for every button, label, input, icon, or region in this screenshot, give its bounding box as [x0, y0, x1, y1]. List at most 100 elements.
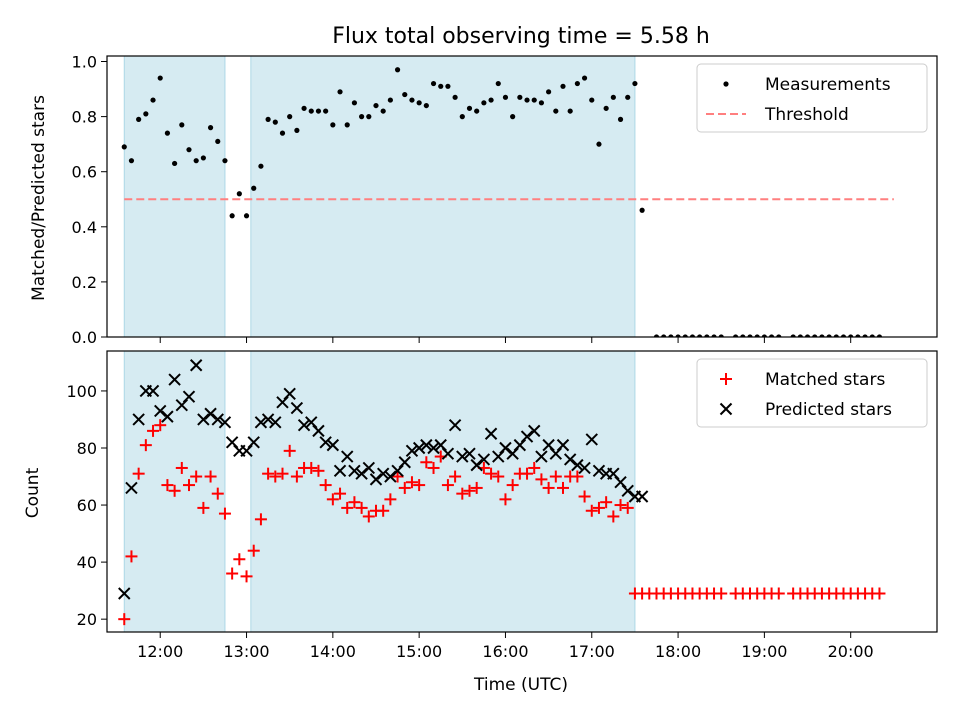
matched-point [139, 439, 152, 452]
measurement-point [474, 108, 480, 114]
matched-point [312, 464, 325, 477]
matched-point [218, 507, 231, 520]
predicted-point [254, 416, 268, 429]
predicted-point [355, 467, 368, 480]
measurement-point [193, 158, 199, 164]
predicted-point [585, 433, 598, 446]
matched-point [506, 479, 519, 492]
measurement-point [150, 97, 156, 103]
bottom-axes-frame [106, 350, 938, 633]
bottom-y-tick-label: 100 [66, 382, 97, 401]
measurement-point [186, 147, 192, 153]
bottom-legend: Matched stars Predicted stars [696, 358, 928, 428]
matched-point [528, 461, 541, 474]
matched-point [398, 481, 411, 494]
measurement-point [330, 122, 336, 128]
measurement-point [833, 334, 839, 337]
predicted-point [369, 473, 383, 486]
matched-point [175, 461, 188, 474]
measurement-point [617, 116, 624, 122]
predicted-point [261, 413, 275, 426]
matched-point [578, 490, 591, 503]
matched-point [585, 504, 598, 517]
legend-marker-predicted [719, 402, 733, 416]
matched-point [254, 513, 267, 526]
bottom-y-tick-label: 60 [77, 496, 97, 515]
measurement-point [538, 100, 545, 106]
matched-point [125, 550, 138, 563]
matched-point [132, 467, 145, 480]
top-y-tick-label: 0.4 [72, 218, 97, 237]
matched-point [147, 424, 160, 437]
matched-point [441, 479, 454, 492]
measurement-point [222, 158, 228, 164]
legend-label: Predicted stars [765, 400, 892, 420]
predicted-point [420, 438, 433, 452]
x-tick-label: 16:00 [482, 642, 528, 661]
measurement-point [675, 334, 681, 337]
measurement-point [661, 334, 667, 337]
matched-point [240, 570, 253, 583]
measurement-point [164, 130, 171, 136]
measurement-point [589, 97, 595, 103]
measurement-point [229, 213, 235, 219]
top-axes-frame [106, 55, 938, 338]
predicted-point [182, 390, 196, 403]
measurement-point [287, 114, 293, 120]
measurement-point [294, 127, 300, 133]
matched-point [456, 487, 469, 500]
matched-point [154, 419, 167, 432]
matched-point [355, 501, 368, 514]
measurement-point [531, 97, 537, 103]
measurement-point [862, 334, 868, 337]
matched-point [521, 467, 534, 480]
measurement-point [610, 94, 616, 100]
measurement-point [430, 80, 437, 87]
measurement-point [236, 191, 242, 197]
predicted-point [427, 441, 440, 455]
measurement-point [481, 100, 487, 106]
top-legend: Measurements Threshold [696, 63, 928, 133]
measurement-point [632, 80, 638, 87]
measurement-point [128, 158, 135, 164]
measurement-point [157, 75, 163, 81]
predicted-point [635, 490, 649, 503]
measurement-point [797, 334, 803, 337]
predicted-point [154, 404, 167, 418]
matched-point [377, 504, 390, 517]
matched-point [262, 467, 275, 480]
predicted-point [333, 464, 347, 478]
matched-point [427, 461, 440, 474]
measurement-point [438, 83, 444, 89]
predicted-point [118, 587, 131, 600]
predicted-point [348, 464, 361, 478]
measurement-point [553, 108, 559, 114]
matched-point [341, 501, 354, 514]
matched-point [772, 587, 785, 600]
measurement-point [596, 141, 602, 147]
bottom-panel: 20 40 60 80 100 12:00 13:00 14:00 15:00 16:00 17:0… [66, 350, 938, 661]
predicted-point [132, 413, 145, 426]
measurement-point [243, 213, 250, 219]
measurement-point [768, 334, 775, 337]
matched-point [118, 613, 131, 626]
chart-title: Flux total observing time = 5.58 h [332, 24, 710, 49]
matched-point [492, 470, 505, 483]
predicted-point [297, 418, 311, 432]
predicted-point [592, 464, 606, 478]
measurement-point [179, 122, 185, 128]
matched-point [319, 479, 332, 492]
predicted-point [477, 453, 491, 466]
predicted-point [319, 436, 332, 449]
matched-point [168, 484, 181, 497]
measurement-point [445, 83, 451, 89]
predicted-point [520, 430, 534, 443]
predicted-point [463, 447, 476, 460]
measurement-point [279, 130, 286, 136]
measurement-point [394, 67, 401, 73]
bottom-legend-box [696, 358, 928, 428]
measurement-point [517, 94, 523, 100]
measurement-point [776, 334, 782, 337]
predicted-point [535, 450, 548, 463]
predicted-point [398, 456, 411, 469]
